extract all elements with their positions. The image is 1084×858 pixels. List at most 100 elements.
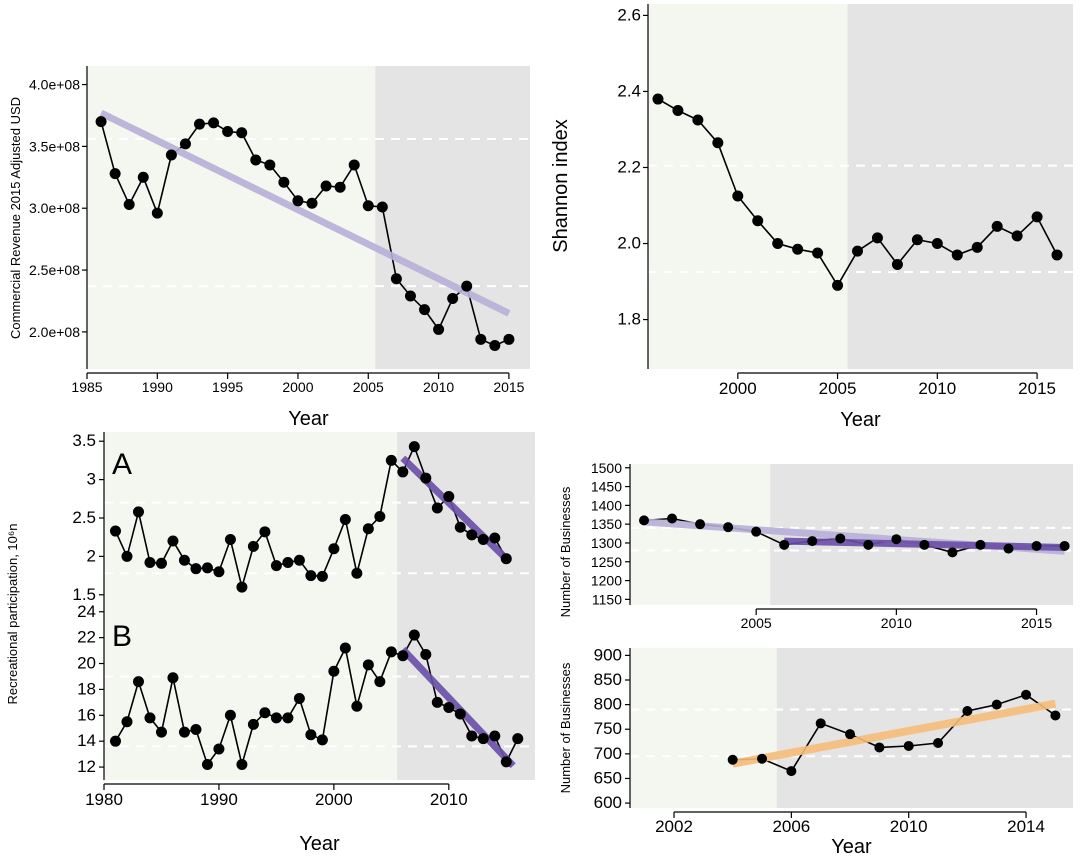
- commercial-revenue-x-tick-label-0: 1985: [71, 379, 102, 395]
- recreational-participation-b-x-tick-label-1: 1990: [200, 790, 238, 809]
- commercial-revenue-point-19: [362, 200, 374, 212]
- commercial-revenue-point-20: [376, 201, 388, 213]
- recreational-participation-a-point-20: [339, 514, 351, 526]
- number-of-businesses-bottom-x-tick-label-0: 2002: [655, 817, 693, 836]
- recreational-participation-a-point-6: [178, 554, 190, 566]
- recreational-participation-a-point-1: [121, 550, 133, 562]
- commercial-revenue-point-9: [222, 126, 234, 138]
- shannon-index-panel: 1.8 2.0 2.2 2.4 2.6 2000 2005 2010 2015 Year Shann…: [550, 4, 1073, 431]
- recreational-participation-a-point-30: [454, 521, 466, 533]
- recreational-participation-a-point-34: [500, 553, 512, 565]
- recreational-participation-b-x-tick-label-0: 1980: [85, 790, 123, 809]
- recreational-participation-a-y-tick-label-4: 3.5: [72, 431, 96, 450]
- recreational-participation-b-point-17: [305, 729, 317, 741]
- recreational-participation-b-point-18: [316, 734, 328, 746]
- commercial-revenue-point-17: [334, 181, 346, 193]
- number-of-businesses-bottom-point-3: [815, 718, 826, 729]
- number-of-businesses-top-point-2: [695, 519, 706, 530]
- commercial-revenue-point-5: [165, 149, 177, 161]
- recreational-participation-a-point-23: [374, 510, 386, 522]
- shannon-index-post-period-bg: [847, 4, 1073, 369]
- commercial-revenue-point-6: [179, 138, 191, 150]
- number-of-businesses-bottom-point-8: [962, 706, 973, 717]
- number-of-businesses-bottom-panel: 600 650 700 750 800 850 900 2002 2006 2010 2014 Yea…: [594, 645, 1073, 858]
- number-of-businesses-bottom-point-2: [786, 766, 797, 777]
- number-of-businesses-top-point-10: [919, 539, 930, 550]
- commercial-revenue-point-12: [264, 159, 276, 171]
- number-of-businesses-bottom-trend-line-0: [731, 699, 1057, 768]
- number-of-businesses-top-y-tick-label-6: 1450: [591, 479, 622, 495]
- recreational-participation-a-point-18: [316, 570, 328, 582]
- recreational-participation-b-point-8: [201, 758, 213, 770]
- number-of-businesses-top-panel: 1150 1200 1250 1300 1350 1400 1450 1500 2005 2010…: [591, 460, 1073, 631]
- number-of-businesses-bottom-x-tick-label-1: 2006: [772, 817, 810, 836]
- shannon-index-pre-period-bg: [648, 4, 848, 369]
- shannon-index-point-7: [792, 243, 804, 255]
- commercial-revenue-point-16: [320, 180, 332, 192]
- commercial-revenue-point-26: [461, 280, 473, 292]
- number-of-businesses-top-y-tick-label-4: 1350: [591, 516, 622, 532]
- recreational-participation-b-point-3: [144, 712, 156, 724]
- recreational-participation-b-point-10: [224, 709, 236, 721]
- number-of-businesses-top-point-14: [1031, 540, 1042, 551]
- number-of-businesses-top-point-6: [807, 536, 818, 547]
- commercial-revenue-pre-period-bg: [87, 66, 376, 369]
- commercial-revenue-x-tick-label-3: 2000: [282, 379, 313, 395]
- shannon-index-point-11: [871, 232, 883, 244]
- number-of-businesses-bottom-ylabel: Number of Businesses: [558, 662, 573, 793]
- number-of-businesses-top-x-tick-label-0: 2005: [741, 615, 772, 631]
- recreational-participation-b-point-12: [247, 718, 259, 730]
- recreational-participation-a-y-tick-label-3: 3: [87, 470, 96, 489]
- recreational-participation-b-point-1: [121, 716, 133, 728]
- shannon-index-point-10: [852, 245, 864, 257]
- recreational-participation-b-point-31: [466, 730, 478, 742]
- recreational-participation-b-pre-period-bg: [104, 604, 398, 780]
- number-of-businesses-bottom-y-tick-label-5: 850: [594, 670, 622, 689]
- commercial-revenue-point-2: [123, 199, 135, 211]
- recreational-participation-b-point-35: [512, 733, 524, 745]
- recreational-participation-b-panel-letter: B: [112, 620, 132, 653]
- commercial-revenue-x-tick-label-6: 2015: [493, 379, 524, 395]
- recreational-participation-b-point-25: [397, 650, 409, 662]
- recreational-participation-a-point-12: [247, 540, 259, 552]
- shannon-index-x-tick-label-3: 2015: [1018, 379, 1056, 398]
- number-of-businesses-top-point-12: [975, 539, 986, 550]
- shannon-index-point-4: [732, 190, 744, 202]
- recreational-participation-b-x-tick-label-3: 2010: [430, 790, 468, 809]
- number-of-businesses-bottom-y-tick-label-0: 600: [594, 793, 622, 812]
- number-of-businesses-bottom-x-axis-label: Year: [831, 836, 872, 858]
- commercial-revenue-point-11: [250, 154, 262, 166]
- shannon-index-y-tick-label-0: 1.8: [617, 310, 641, 329]
- recreational-participation-b-point-4: [155, 726, 167, 738]
- number-of-businesses-top-point-4: [751, 526, 762, 537]
- commercial-revenue-trend-line-0: [99, 109, 511, 317]
- shannon-index-point-8: [812, 247, 824, 259]
- recreational-participation-a-point-2: [132, 506, 144, 518]
- recreational-participation-b-y-tick-label-3: 18: [77, 679, 96, 698]
- number-of-businesses-bottom-x-tick-label-3: 2014: [1007, 817, 1045, 836]
- shannon-index-point-13: [911, 234, 923, 246]
- recreational-participation-b-point-22: [362, 659, 374, 671]
- shannon-index-y-axis-label: Shannon index: [550, 119, 572, 252]
- commercial-revenue-point-23: [419, 304, 431, 316]
- recreational-participation-b-point-24: [385, 646, 397, 658]
- number-of-businesses-top-point-15: [1059, 540, 1070, 551]
- number-of-businesses-bottom-y-tick-label-1: 650: [594, 768, 622, 787]
- recreational-participation-b-point-23: [374, 676, 386, 688]
- number-of-businesses-top-point-13: [1003, 543, 1014, 554]
- commercial-revenue-point-29: [503, 333, 515, 345]
- recreational-participation-a-point-16: [293, 554, 305, 566]
- recreational-participation-a-y-tick-label-2: 2.5: [72, 508, 96, 527]
- shannon-index-x-tick-label-2: 2010: [918, 379, 956, 398]
- number-of-businesses-bottom-y-tick-label-4: 800: [594, 695, 622, 714]
- shannon-index-y-tick-label-2: 2.2: [617, 157, 641, 176]
- commercial-revenue-x-tick-label-4: 2005: [353, 379, 384, 395]
- shannon-index-y-tick-label-1: 2.0: [617, 234, 641, 253]
- number-of-businesses-top-y-tick-label-7: 1500: [591, 460, 622, 476]
- shannon-index-point-15: [951, 249, 963, 261]
- commercial-revenue-post-period-bg: [375, 66, 530, 369]
- recreational-participation-a-trend-line-0: [400, 455, 509, 562]
- recreational-participation-a-point-28: [431, 502, 443, 514]
- number-of-businesses-bottom-point-0: [727, 754, 738, 765]
- commercial-revenue-point-22: [404, 290, 416, 302]
